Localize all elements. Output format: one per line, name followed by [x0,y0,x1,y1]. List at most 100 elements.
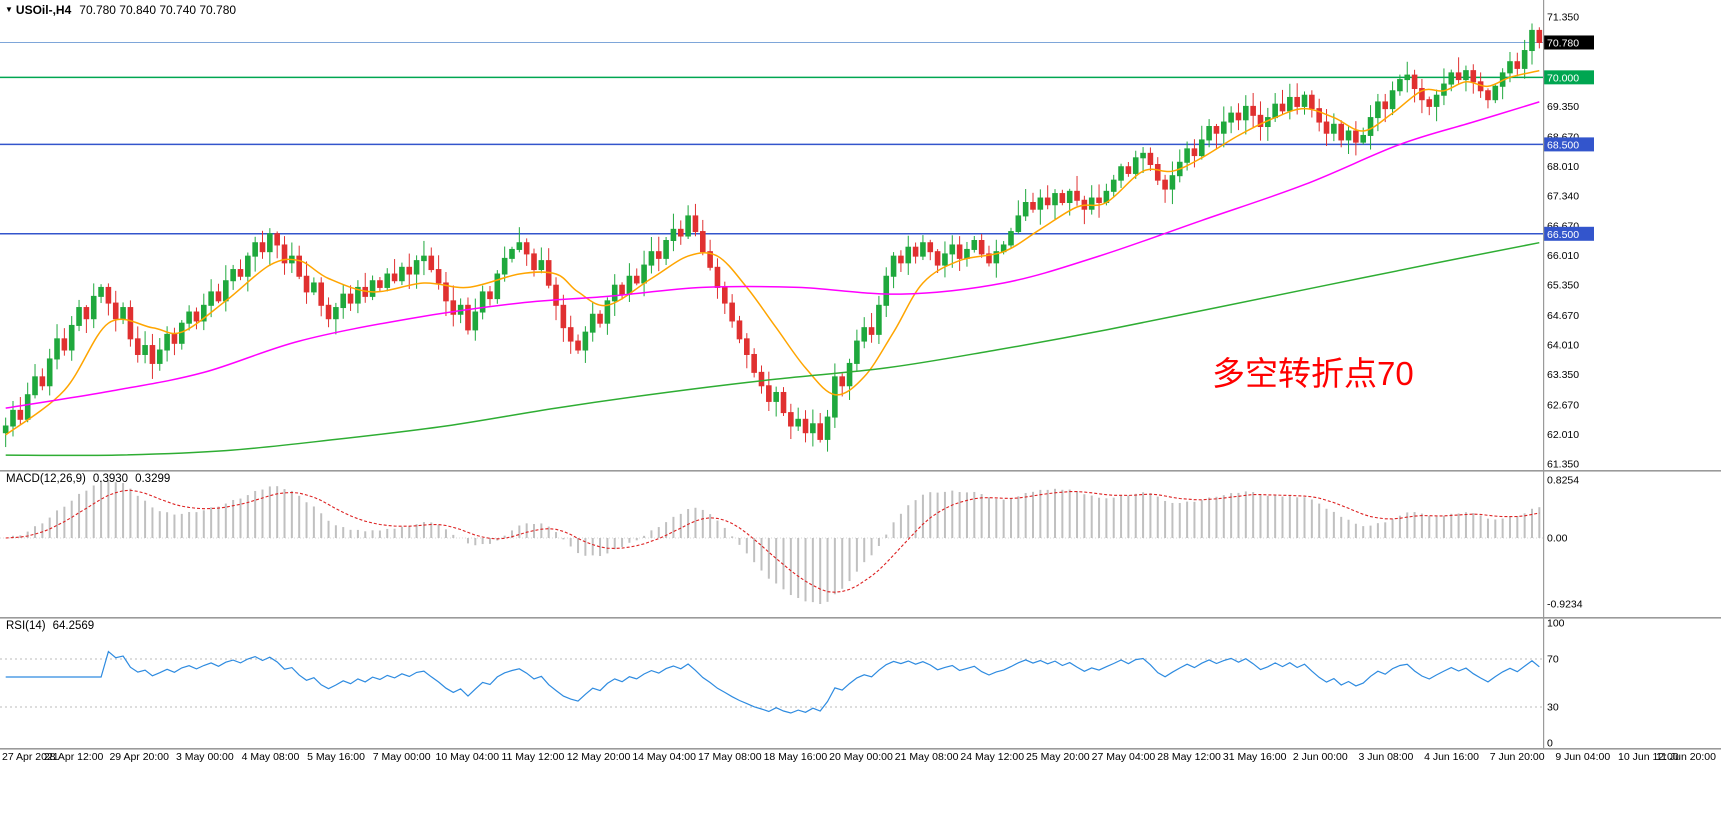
candle-body [1521,50,1528,69]
candle-body [413,260,420,275]
candle-body [641,264,647,284]
candle-body [509,248,515,259]
candle-body [766,385,772,402]
candle-body [883,275,890,306]
time-axis-label: 25 May 20:00 [1026,751,1090,763]
macd-panel[interactable]: 0.8254 0.00 -0.9234 [0,475,1583,611]
candle-body [1389,90,1396,110]
candle-body [54,338,60,360]
candle-body [1191,148,1198,157]
candle-body [237,269,244,277]
candle-body [215,291,222,302]
candle-body [707,251,713,268]
time-axis-label: 29 Apr 20:00 [109,751,169,763]
candle-body [450,300,457,315]
candle-body [1455,72,1462,81]
candle-body [685,215,691,237]
candle-body [1235,112,1242,121]
candle-body [1198,139,1205,157]
candle-body [61,338,68,351]
candle-body [112,302,119,320]
time-axis-label: 11 Jun 20:00 [1656,751,1716,763]
candle-body [986,253,992,264]
collapse-triangle-icon[interactable]: ▼ [5,5,13,14]
candle-body [1206,126,1212,141]
time-axis-label: 9 Jun 04:00 [1555,751,1610,763]
price-axis-label: 61.350 [1547,459,1579,471]
rsi-axis-label: 70 [1547,654,1559,666]
candle-body [24,394,31,420]
candle-body [589,313,596,333]
candle-body [788,412,794,427]
candle-body [751,353,757,373]
candle-body [575,340,581,351]
rsi-panel[interactable]: 100 70 30 0 [0,618,1565,750]
time-axis-label: 28 Apr 12:00 [44,751,104,763]
candle-body [230,269,236,282]
candle-body [1169,175,1176,190]
candle-body [677,228,684,237]
candle-body [1338,123,1345,141]
candle-body [1213,126,1220,134]
candle-body [17,409,24,420]
candle-body [531,253,537,271]
candle-body [1294,96,1300,107]
candle-body [347,293,354,304]
horizontal-price-lines[interactable] [0,41,1543,235]
candle-body [32,376,38,396]
candle-body [1360,134,1367,143]
panel-divider [0,470,1721,472]
candle-body [355,286,361,304]
candle-body [633,275,640,284]
candle-body [861,327,868,342]
candle-body [1059,193,1066,204]
candle-body [39,376,46,387]
candle-body [142,345,148,355]
candle-body [648,251,655,266]
candle-body [1140,152,1146,159]
candle-body [134,338,141,355]
candle-body [1463,70,1469,81]
price-axis-box-label: 70.000 [1547,72,1579,84]
candle-body [611,284,618,302]
price-axis-box [1544,226,1594,241]
candle-body [384,273,391,288]
price-axis-box-label: 70.780 [1547,37,1579,49]
candle-body [729,302,735,322]
candle-body [443,282,449,302]
candle-body [1257,114,1264,128]
price-axis-label: 67.340 [1547,191,1579,203]
macd-axis-label: 0.8254 [1547,475,1579,487]
macd-axis-label: 0.00 [1547,533,1568,545]
candle-body [1316,108,1322,123]
macd-signal-value: 0.3299 [135,473,171,485]
candle-body [553,284,559,306]
candle-body [208,291,214,306]
candle-body [494,273,501,300]
candle-body [200,304,207,322]
candle-body [1367,117,1374,136]
time-axis-label: 27 Apr 2021 [2,751,59,763]
ma-line-fast [5,69,1540,436]
candle-body [964,248,970,259]
candle-body [1184,148,1190,163]
candle-body [538,260,545,271]
candle-body [186,311,192,324]
candle-body [795,418,801,427]
price-axis[interactable]: 71.35069.35068.67068.01067.34066.67066.0… [1544,12,1594,471]
price-axis-label: 65.350 [1547,280,1579,292]
candle-body [105,286,112,304]
candle-body [1492,85,1499,101]
candle-body [956,244,963,259]
candle-body [854,340,860,364]
candle-body [993,251,1000,264]
candle-body [1162,179,1168,190]
candle-body [699,231,706,253]
price-axis-label: 69.350 [1547,101,1579,113]
candle-body [1345,130,1352,141]
candle-body [267,233,273,253]
price-axis-label: 64.670 [1547,310,1579,322]
candle-body [421,255,427,262]
